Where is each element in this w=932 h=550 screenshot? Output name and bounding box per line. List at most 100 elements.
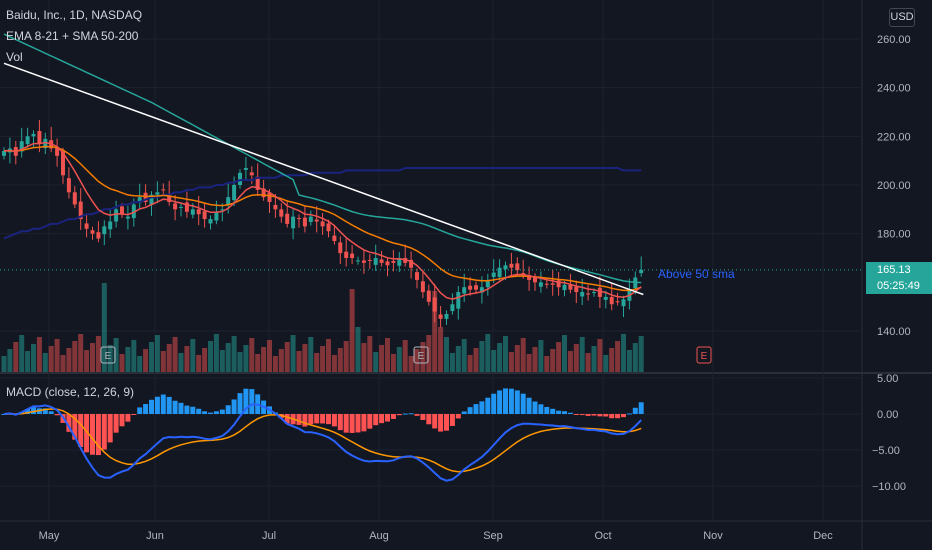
macd-histogram-bar (591, 414, 597, 416)
macd-histogram-bar (632, 407, 638, 414)
macd-histogram-bar (202, 411, 208, 414)
candle (420, 281, 425, 293)
currency-button[interactable]: USD (889, 8, 915, 27)
volume-bar (420, 342, 426, 372)
candle (108, 221, 113, 230)
volume-bar (225, 343, 231, 372)
macd-histogram-bar (331, 414, 337, 427)
volume-bar (597, 339, 603, 372)
sma-200-line (3, 167, 642, 240)
macd-histogram-bar (160, 394, 166, 414)
macd-histogram-bar (355, 414, 361, 433)
candle (326, 223, 331, 232)
macd-histogram-bar (461, 411, 467, 414)
time-tick-label: Dec (813, 530, 833, 542)
volume-bar (25, 351, 31, 372)
time-tick-label: Jun (146, 530, 164, 542)
symbol-legend[interactable]: Baidu, Inc., 1D, NASDAQ (6, 8, 143, 22)
candle (143, 192, 148, 203)
macd-histogram-bar (567, 412, 573, 414)
volume-bar (72, 341, 78, 372)
macd-legend[interactable]: MACD (close, 12, 26, 9) (6, 385, 135, 399)
volume-bar (60, 355, 66, 372)
macd-histogram-bar (249, 389, 255, 414)
volume-bar (42, 353, 48, 372)
candle (190, 209, 195, 215)
candle (120, 206, 124, 215)
candle (438, 314, 443, 319)
volume-bar (208, 341, 213, 372)
macd-histogram-bar (390, 414, 396, 419)
time-tick-label: Jul (262, 530, 276, 542)
volume-bar (213, 334, 219, 372)
volume-bars (1, 283, 644, 372)
macd-histogram-bar (208, 412, 213, 414)
candle (96, 232, 101, 239)
volume-bar (19, 335, 25, 372)
candle (403, 258, 408, 263)
volume-bar (13, 342, 19, 372)
volume-bar (166, 344, 172, 372)
candle (373, 258, 378, 265)
candle (603, 296, 608, 300)
candle (226, 197, 231, 205)
volume-bar (609, 348, 615, 372)
candle (314, 219, 319, 222)
candle (609, 296, 614, 305)
volume-bar (172, 337, 178, 372)
macd-histogram-bar (149, 399, 154, 414)
candle (332, 235, 337, 241)
macd-histogram-bar (113, 414, 119, 433)
macd-histogram-bar (84, 414, 90, 453)
chart-annotation: Above 50 sma (658, 267, 735, 281)
candle (320, 221, 325, 227)
candle (344, 251, 349, 258)
volume-bar (54, 339, 60, 372)
macd-histogram-bar (538, 404, 544, 414)
volume-bar (107, 345, 113, 372)
candle (450, 304, 455, 312)
volume-bar (243, 345, 249, 372)
macd-histogram-bar (125, 414, 131, 422)
macd-histogram-bar (166, 396, 172, 414)
earnings-marker-box (413, 346, 429, 364)
candle (66, 178, 71, 193)
candle (179, 206, 183, 208)
candle (202, 211, 207, 220)
candle (556, 280, 561, 288)
volume-bar (36, 337, 42, 372)
volume-bar (355, 327, 361, 372)
earnings-marker: E (696, 346, 712, 364)
volume-bar (184, 346, 190, 372)
macd-histogram-bar (66, 414, 72, 432)
candle (474, 285, 478, 290)
macd-histogram-bar (48, 411, 54, 414)
ema-sma-legend[interactable]: EMA 8-21 + SMA 50-200 (6, 29, 139, 43)
macd-tick-label: 5.00 (877, 373, 898, 385)
volume-bar (579, 337, 585, 372)
volume-bar (638, 336, 644, 372)
macd-histogram-bar (609, 414, 615, 419)
volume-bar (550, 349, 556, 372)
volume-bar (326, 339, 331, 372)
volume-bar (48, 346, 54, 372)
macd-histogram-bar (550, 408, 556, 414)
candle (379, 259, 384, 263)
price-tick-label: 140.00 (877, 326, 911, 338)
macd-histogram-bar (373, 414, 379, 426)
macd-histogram-bar (107, 414, 113, 443)
macd-histogram-bar (438, 414, 444, 432)
macd-histogram-bar (544, 406, 550, 414)
volume-legend[interactable]: Vol (6, 50, 23, 64)
candle (90, 230, 95, 234)
volume-bar (84, 350, 90, 372)
volume-bar (432, 291, 438, 372)
macd-histogram-bar (638, 402, 644, 414)
volume-bar (337, 348, 343, 372)
volume-bar (621, 334, 626, 372)
earnings-marker-label: E (701, 351, 708, 362)
candle (550, 283, 555, 285)
candle (361, 260, 366, 263)
candle (397, 258, 402, 266)
